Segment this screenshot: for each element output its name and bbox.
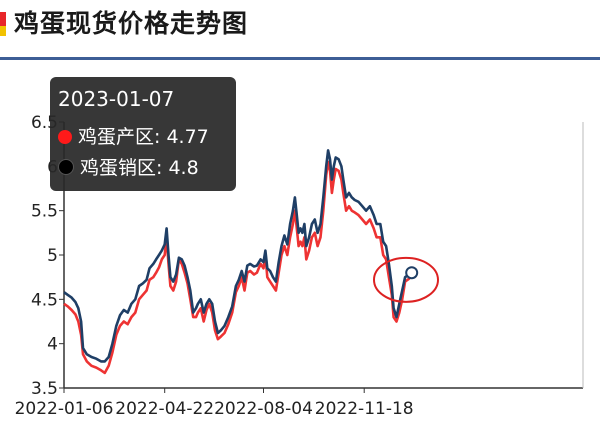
x-tick-label: 2022-11-18 bbox=[315, 399, 414, 419]
tooltip-date: 2023-01-07 bbox=[58, 87, 175, 111]
x-tick-label: 2022-08-04 bbox=[214, 399, 313, 419]
chart-tooltip: 2023-01-07 鸡蛋产区: 4.77 鸡蛋销区: 4.8 bbox=[50, 77, 236, 191]
title-accent-red bbox=[0, 12, 6, 26]
legend-dot-black-icon bbox=[58, 159, 74, 175]
legend-dot-red-icon bbox=[58, 130, 72, 144]
title-accent-yellow bbox=[0, 26, 6, 36]
chart-axes: 3.544.555.566.52022-01-062022-04-222022-… bbox=[15, 113, 584, 419]
annotation-ellipse bbox=[373, 256, 439, 303]
annotation-layer bbox=[373, 256, 439, 303]
tooltip-row-selling-label: 鸡蛋销区: 4.8 bbox=[80, 157, 199, 179]
y-tick-label: 5.5 bbox=[31, 202, 58, 222]
series-line-producing bbox=[63, 160, 413, 375]
tooltip-row-producing-label: 鸡蛋产区: 4.77 bbox=[78, 126, 209, 148]
header-divider bbox=[0, 57, 600, 60]
x-tick-label: 2022-04-22 bbox=[115, 399, 214, 419]
y-tick-label: 3.5 bbox=[31, 379, 58, 399]
x-tick-label: 2022-01-06 bbox=[15, 399, 114, 419]
series-layer bbox=[63, 149, 419, 375]
y-tick-label: 5 bbox=[47, 246, 58, 266]
y-tick-label: 4.5 bbox=[31, 290, 58, 310]
tooltip-row-selling: 鸡蛋销区: 4.8 bbox=[58, 153, 199, 180]
tooltip-row-producing: 鸡蛋产区: 4.77 bbox=[58, 122, 209, 149]
chart-header: 鸡蛋现货价格走势图 bbox=[0, 0, 600, 60]
y-tick-label: 4 bbox=[47, 335, 58, 355]
series-line-selling bbox=[63, 149, 413, 363]
page-title: 鸡蛋现货价格走势图 bbox=[14, 9, 249, 38]
hover-point-marker[interactable] bbox=[405, 266, 419, 280]
